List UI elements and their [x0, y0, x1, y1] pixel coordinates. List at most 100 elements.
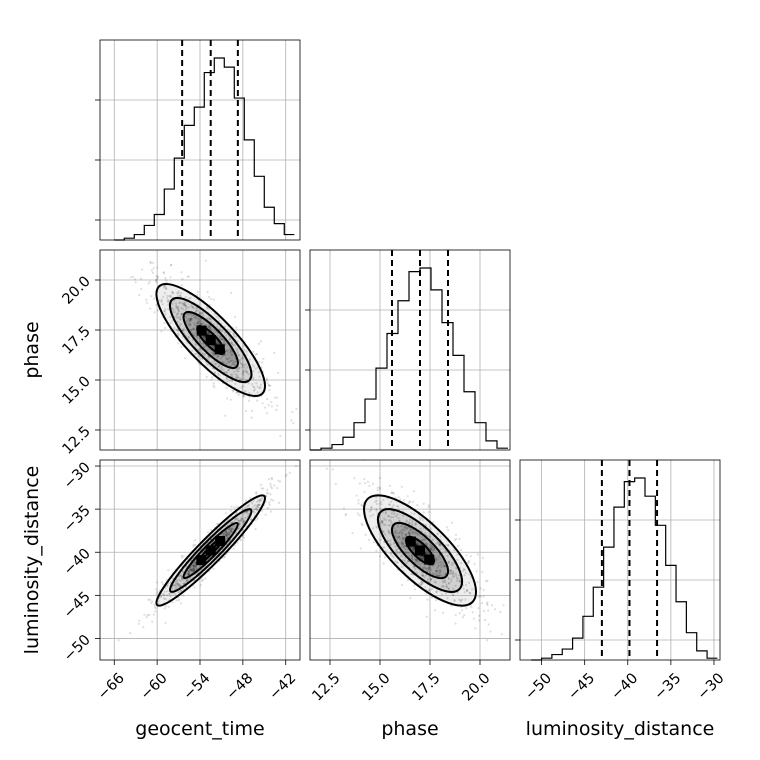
- scatter-point: [442, 564, 445, 567]
- scatter-point: [269, 493, 272, 496]
- scatter-point: [405, 534, 408, 537]
- scatter-point: [437, 558, 440, 561]
- scatter-point: [454, 613, 457, 617]
- scatter-point: [400, 540, 403, 543]
- scatter-point: [181, 329, 185, 332]
- scatter-point: [396, 536, 399, 540]
- scatter-point: [189, 568, 192, 571]
- scatter-point: [424, 542, 427, 545]
- scatter-point: [237, 519, 240, 522]
- scatter-point: [154, 607, 157, 610]
- scatter-point: [167, 568, 170, 572]
- scatter-point: [185, 578, 188, 582]
- scatter-point: [446, 554, 449, 557]
- scatter-point: [429, 571, 432, 574]
- scatter-point: [141, 268, 144, 271]
- scatter-point: [238, 524, 241, 527]
- scatter-point: [490, 604, 493, 607]
- scatter-point: [197, 309, 200, 312]
- scatter-point: [184, 304, 188, 308]
- scatter-point: [236, 374, 239, 377]
- scatter-point: [199, 312, 202, 315]
- scatter-point: [388, 484, 392, 487]
- scatter-point: [207, 326, 210, 329]
- scatter-point: [182, 594, 185, 597]
- scatter-point: [266, 398, 269, 401]
- scatter-point: [407, 532, 410, 535]
- scatter-point: [153, 605, 156, 608]
- scatter-point: [366, 480, 370, 483]
- scatter-point: [176, 332, 179, 335]
- scatter-point: [235, 326, 238, 329]
- scatter-point: [427, 506, 430, 509]
- scatter-point: [257, 503, 260, 506]
- scatter-point: [231, 356, 234, 359]
- scatter-point: [226, 350, 229, 353]
- scatter-point: [376, 489, 379, 492]
- scatter-point: [228, 527, 231, 531]
- scatter-point: [389, 539, 392, 542]
- scatter-point: [220, 367, 223, 370]
- scatter-point: [447, 582, 450, 585]
- scatter-point: [390, 491, 393, 494]
- scatter-point: [238, 527, 241, 530]
- scatter-point: [155, 303, 158, 306]
- scatter-point: [174, 581, 177, 584]
- scatter-point: [410, 512, 413, 515]
- scatter-point: [143, 613, 146, 616]
- scatter-point: [96, 229, 98, 231]
- scatter-point: [427, 567, 430, 570]
- scatter-point: [194, 543, 197, 547]
- scatter-point: [217, 354, 220, 357]
- scatter-point: [392, 516, 395, 519]
- scatter-point: [192, 567, 195, 570]
- scatter-point: [267, 404, 270, 407]
- scatter-point: [246, 366, 249, 369]
- scatter-point: [245, 510, 248, 513]
- scatter-point: [459, 599, 462, 602]
- scatter-point: [250, 501, 253, 504]
- scatter-point: [406, 551, 409, 554]
- scatter-point: [237, 519, 241, 522]
- scatter-point: [443, 565, 446, 568]
- scatter-point: [227, 528, 230, 531]
- scatter-point: [460, 562, 463, 565]
- scatter-point: [212, 354, 215, 357]
- scatter-point: [285, 473, 288, 476]
- scatter-point: [435, 542, 438, 545]
- scatter-point: [372, 541, 375, 544]
- scatter-point: [246, 371, 249, 374]
- scatter-point: [232, 547, 235, 550]
- scatter-point: [383, 517, 386, 520]
- scatter-point: [482, 588, 485, 592]
- scatter-point: [426, 542, 429, 545]
- scatter-point: [191, 568, 194, 571]
- scatter-point: [194, 317, 197, 320]
- scatter-point: [155, 278, 158, 281]
- scatter-point: [399, 498, 402, 501]
- scatter-point: [388, 532, 391, 535]
- scatter-point: [231, 359, 235, 362]
- scatter-point: [178, 301, 181, 304]
- scatter-point: [138, 293, 141, 297]
- scatter-point: [442, 561, 445, 564]
- scatter-point: [201, 578, 204, 581]
- scatter-point: [422, 511, 425, 514]
- scatter-point: [188, 312, 191, 315]
- contour-line: [155, 494, 267, 607]
- scatter-point: [469, 555, 472, 558]
- scatter-point: [358, 482, 361, 485]
- scatter-point: [421, 574, 424, 577]
- scatter-point: [468, 591, 471, 595]
- scatter-point: [394, 545, 397, 548]
- scatter-point: [401, 531, 404, 535]
- scatter-point: [213, 386, 216, 389]
- scatter-point: [242, 395, 245, 398]
- scatter-point: [402, 536, 405, 539]
- scatter-point: [206, 531, 210, 534]
- scatter-point: [450, 580, 453, 583]
- scatter-point: [392, 542, 395, 545]
- scatter-point: [188, 572, 191, 576]
- scatter-point: [231, 527, 234, 530]
- panel-content: [310, 460, 510, 660]
